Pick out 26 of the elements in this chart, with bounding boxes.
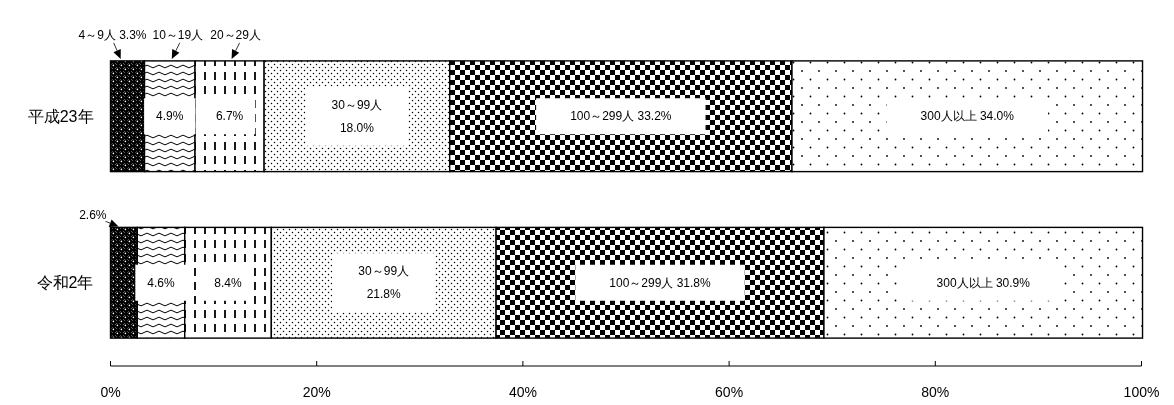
x-tick-label: 0%	[100, 384, 121, 400]
data-label: 6.7%	[215, 109, 244, 124]
label: 100～299人 33.2%	[536, 98, 706, 135]
x-tick-label: 80%	[921, 384, 950, 400]
series-label: 20～29人	[210, 27, 261, 42]
x-tick-label: 20%	[302, 384, 331, 400]
data-label: 21.8%	[366, 287, 402, 302]
data-label: 4.9%	[156, 109, 184, 124]
label: 4.6%	[135, 264, 187, 301]
label: 6.7%	[203, 98, 256, 135]
series-label: 10～19人	[152, 27, 204, 42]
label: 4.9%	[144, 98, 196, 135]
data-label: 8.4%	[214, 275, 243, 290]
label: 30～99人 21.8%	[332, 253, 436, 313]
data-label: 4.6%	[147, 275, 176, 290]
y-tick-label: 平成23年	[27, 107, 94, 125]
label: 30～99人 18.0%	[305, 86, 409, 146]
label: 100～299人 31.8%	[575, 264, 745, 301]
data-label: 2.6%	[79, 208, 107, 223]
text: 4～9人 3.3%	[78, 27, 147, 42]
x-tick-label: 40%	[508, 384, 537, 400]
data-label: 18.0%	[339, 120, 375, 135]
series-label: 30～99人	[331, 97, 383, 112]
x-tick-label: 60%	[715, 384, 744, 400]
y-tick-label: 令和2年	[36, 274, 94, 292]
x-tick-label: 100%	[1123, 384, 1160, 400]
